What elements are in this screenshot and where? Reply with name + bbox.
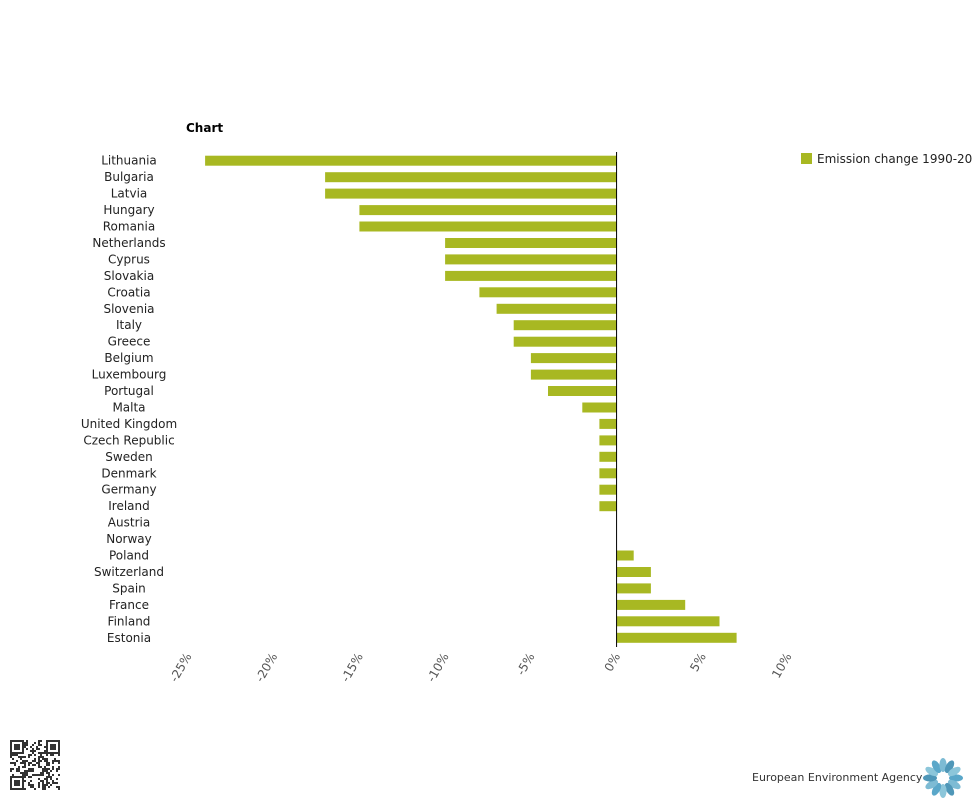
bar-lithuania[interactable] <box>205 155 617 166</box>
bar-italy[interactable] <box>513 320 617 331</box>
bar-switzerland[interactable] <box>616 567 651 577</box>
legend: Emission change 1990-20 <box>801 152 972 166</box>
category-label: Lithuania <box>101 154 157 168</box>
bar-portugal[interactable] <box>548 386 617 396</box>
bar-united-kingdom[interactable] <box>599 418 617 429</box>
category-label: Finland <box>108 614 151 628</box>
x-tick-label: 0% <box>602 651 624 674</box>
category-label: Poland <box>109 549 149 563</box>
category-labels: Lithuania Bulgaria Latvia Hungary Romania Net… <box>81 154 177 645</box>
category-label: Croatia <box>107 285 150 299</box>
footer-brand[interactable]: European Environment Agency <box>752 771 923 784</box>
bar-czech-republic[interactable] <box>599 435 617 446</box>
category-label: Switzerland <box>94 565 164 579</box>
bar-slovenia[interactable] <box>496 303 617 314</box>
category-label: Belgium <box>104 351 153 365</box>
category-label: Bulgaria <box>104 170 154 184</box>
category-label: Netherlands <box>92 236 165 250</box>
bar-luxembourg[interactable] <box>530 369 617 380</box>
bar-latvia[interactable] <box>325 188 617 199</box>
x-tick-label: -25% <box>167 651 195 685</box>
bar-spain[interactable] <box>616 583 651 594</box>
category-label: Portugal <box>104 384 154 398</box>
category-label: Norway <box>106 532 152 546</box>
category-label: Austria <box>108 516 150 530</box>
x-tick-label: 10% <box>769 651 794 681</box>
category-label: Malta <box>112 401 145 415</box>
bar-slovakia[interactable] <box>445 270 617 281</box>
bar-cyprus[interactable] <box>445 254 617 265</box>
x-tick-label: -15% <box>338 651 366 685</box>
bar-malta[interactable] <box>582 402 617 413</box>
x-tick-labels: -25% -20% -15% -10% -5% 0% 5% 10% <box>167 651 795 685</box>
eea-logo-icon[interactable] <box>920 756 966 800</box>
category-label: Cyprus <box>108 252 150 266</box>
legend-swatch <box>801 153 812 164</box>
category-label: Estonia <box>107 631 151 645</box>
category-label: Romania <box>103 220 155 234</box>
category-label: Czech Republic <box>83 433 174 447</box>
bar-netherlands[interactable] <box>445 238 617 248</box>
category-label: Greece <box>108 335 151 349</box>
bar-greece[interactable] <box>513 336 617 347</box>
category-label: Luxembourg <box>92 368 167 382</box>
legend-label: Emission change 1990-20 <box>817 152 972 166</box>
category-label: United Kingdom <box>81 417 177 431</box>
bar-poland[interactable] <box>616 550 634 561</box>
x-tick-label: -20% <box>253 651 281 685</box>
bars-group <box>205 155 737 643</box>
bar-belgium[interactable] <box>530 353 617 364</box>
category-label: France <box>109 598 149 612</box>
category-label: Denmark <box>101 466 156 480</box>
category-label: Slovakia <box>104 269 154 283</box>
bar-bulgaria[interactable] <box>325 172 617 183</box>
bar-finland[interactable] <box>616 616 720 627</box>
category-label: Spain <box>112 581 146 595</box>
bar-hungary[interactable] <box>359 205 617 216</box>
bar-romania[interactable] <box>359 221 617 232</box>
category-label: Sweden <box>105 450 152 464</box>
bar-germany[interactable] <box>599 484 617 495</box>
qr-code-icon[interactable] <box>10 740 60 790</box>
bar-croatia[interactable] <box>479 287 617 298</box>
chart-title: Chart <box>186 121 223 135</box>
bar-france[interactable] <box>616 599 686 610</box>
category-label: Slovenia <box>103 302 154 316</box>
bar-denmark[interactable] <box>599 468 617 479</box>
category-label: Latvia <box>111 187 148 201</box>
category-label: Ireland <box>108 499 150 513</box>
category-label: Hungary <box>103 203 154 217</box>
bar-ireland[interactable] <box>599 501 617 512</box>
x-tick-label: 5% <box>687 651 709 674</box>
bar-sweden[interactable] <box>599 451 617 462</box>
bar-estonia[interactable] <box>616 632 737 643</box>
x-tick-label: -10% <box>424 651 452 685</box>
category-label: Germany <box>101 483 156 497</box>
category-label: Italy <box>116 318 142 332</box>
x-tick-label: -5% <box>514 651 538 678</box>
